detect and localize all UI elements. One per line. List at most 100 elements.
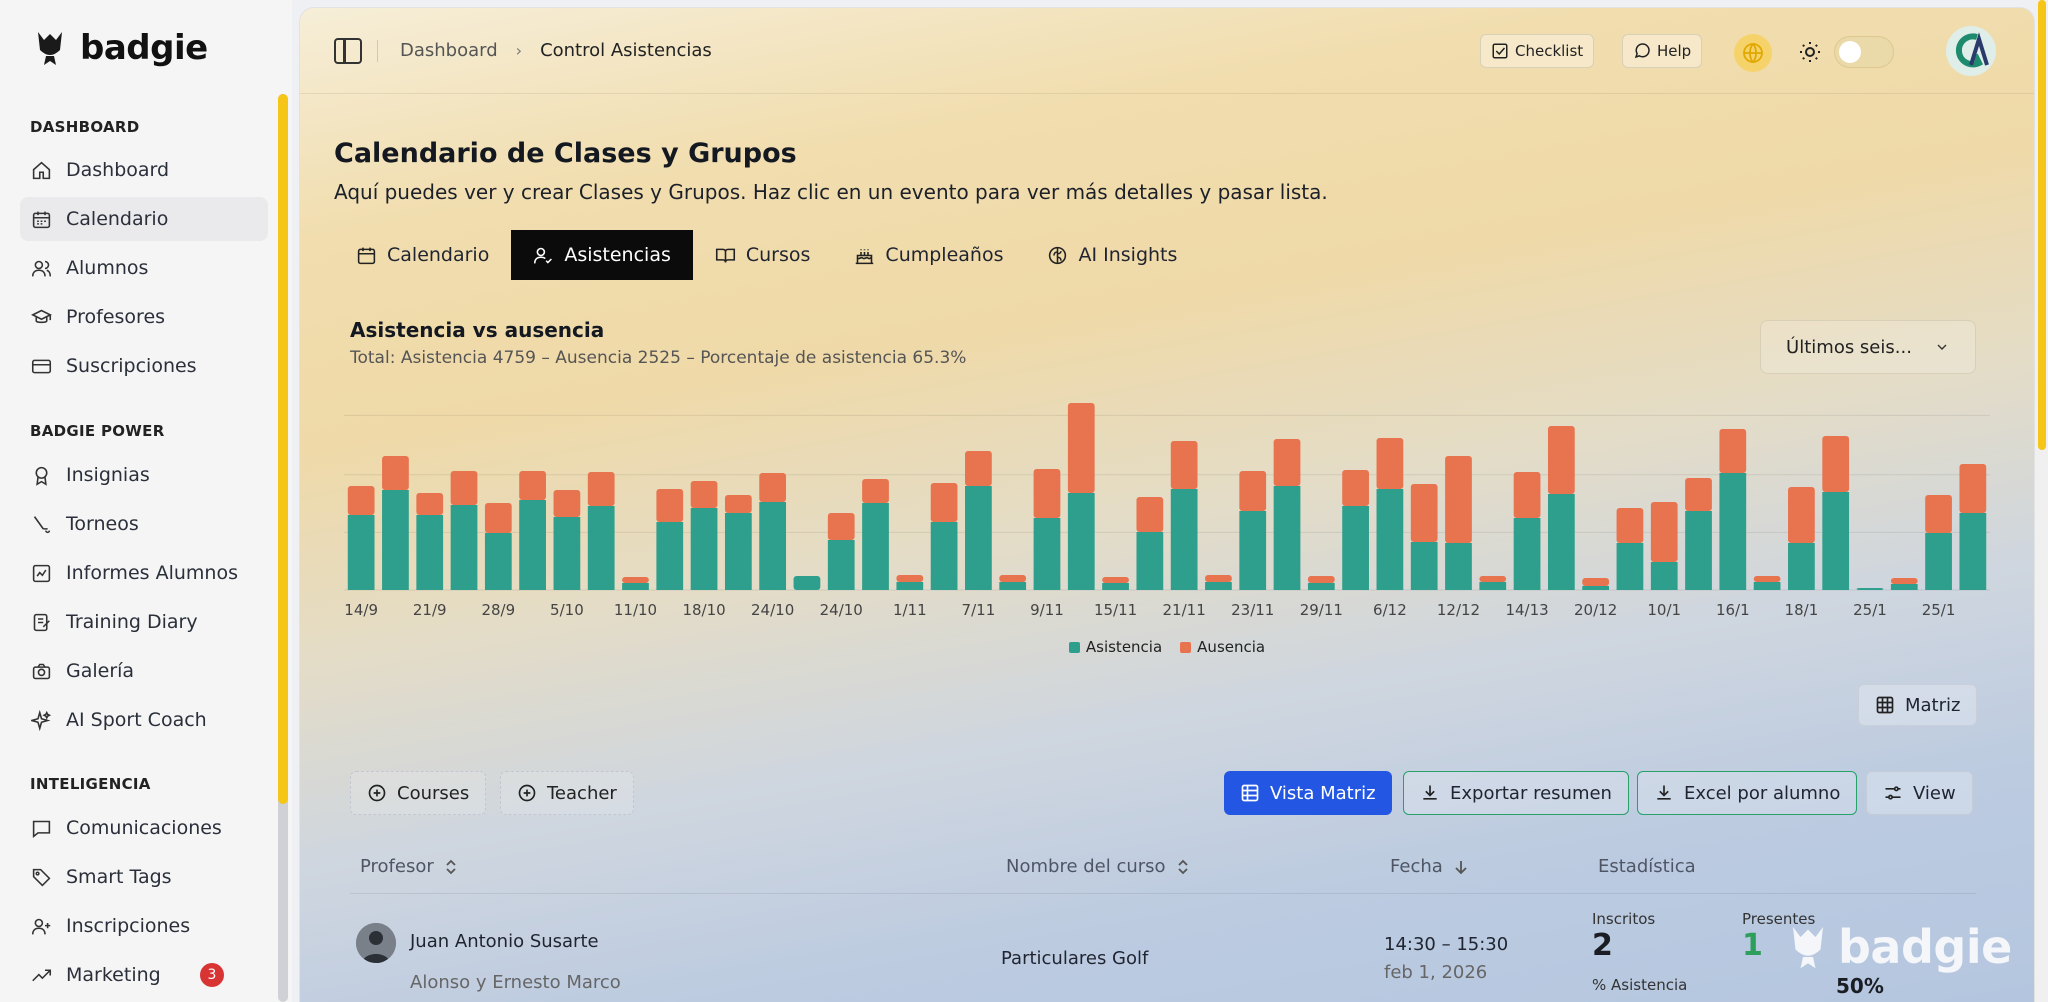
- column-header-curso[interactable]: Nombre del curso: [1006, 856, 1190, 877]
- bar-asistencia[interactable]: [1650, 562, 1678, 590]
- bar-asistencia[interactable]: [416, 515, 444, 590]
- bar-asistencia[interactable]: [1136, 532, 1164, 590]
- tab-calendario[interactable]: Calendario: [334, 230, 511, 280]
- bar-asistencia[interactable]: [1788, 543, 1815, 590]
- excel-por-alumno-button[interactable]: Excel por alumno: [1637, 771, 1858, 815]
- bar-asistencia[interactable]: [930, 522, 958, 590]
- range-select[interactable]: Últimos seis...: [1760, 320, 1976, 374]
- bar-asistencia[interactable]: [1685, 511, 1712, 590]
- bar-ausencia[interactable]: [1342, 470, 1369, 506]
- bar-asistencia[interactable]: [965, 486, 992, 590]
- bar-asistencia[interactable]: [484, 533, 512, 590]
- bar-ausencia[interactable]: [999, 575, 1027, 582]
- bar-ausencia[interactable]: [1582, 578, 1610, 586]
- bar-ausencia[interactable]: [1136, 497, 1164, 532]
- sidebar-scrollbar[interactable]: [278, 94, 288, 1002]
- sidebar-item-informes-alumnos[interactable]: Informes Alumnos: [20, 551, 268, 595]
- sidebar-item-profesores[interactable]: Profesores: [20, 295, 268, 339]
- column-header-fecha[interactable]: Fecha: [1390, 856, 1469, 877]
- bar-asistencia[interactable]: [1582, 586, 1610, 590]
- bar-asistencia[interactable]: [1547, 494, 1575, 590]
- sun-icon[interactable]: [1796, 38, 1824, 66]
- scrollbar-thumb[interactable]: [2038, 0, 2046, 450]
- bar-ausencia[interactable]: [1102, 577, 1129, 583]
- legend-item-ausencia[interactable]: Ausencia: [1180, 638, 1265, 656]
- bar-ausencia[interactable]: [759, 473, 787, 502]
- checklist-button[interactable]: Checklist: [1480, 34, 1595, 68]
- bar-asistencia[interactable]: [862, 503, 889, 590]
- bar-asistencia[interactable]: [1342, 506, 1369, 590]
- bar-asistencia[interactable]: [382, 490, 409, 590]
- bar-asistencia[interactable]: [450, 505, 478, 590]
- help-button[interactable]: Help: [1622, 34, 1703, 68]
- legend-item-asistencia[interactable]: Asistencia: [1068, 638, 1162, 656]
- matriz-button[interactable]: Matriz: [1858, 684, 1978, 726]
- bar-ausencia[interactable]: [1685, 478, 1712, 511]
- bar-asistencia[interactable]: [1273, 486, 1301, 590]
- sidebar-item-dashboard[interactable]: Dashboard: [20, 148, 268, 192]
- bar-ausencia[interactable]: [1170, 441, 1198, 489]
- bar-asistencia[interactable]: [1890, 584, 1918, 590]
- bar-asistencia[interactable]: [1376, 489, 1404, 590]
- tab-ai-insights[interactable]: AI Insights: [1025, 230, 1199, 280]
- vista-matriz-button[interactable]: Vista Matriz: [1224, 771, 1392, 815]
- bar-asistencia[interactable]: [1719, 473, 1747, 590]
- bar-ausencia[interactable]: [1890, 578, 1918, 584]
- bar-ausencia[interactable]: [587, 472, 615, 506]
- bar-ausencia[interactable]: [1547, 426, 1575, 494]
- sidebar-item-torneos[interactable]: Torneos: [20, 502, 268, 546]
- bar-ausencia[interactable]: [622, 577, 649, 583]
- bar-ausencia[interactable]: [1753, 576, 1781, 582]
- sidebar-item-smart-tags[interactable]: Smart Tags: [20, 855, 268, 899]
- bar-ausencia[interactable]: [1239, 471, 1267, 511]
- sidebar-item-training-diary[interactable]: Training Diary: [20, 600, 268, 644]
- sidebar-item-calendario[interactable]: Calendario: [20, 197, 268, 241]
- bar-asistencia[interactable]: [1033, 518, 1061, 590]
- bar-ausencia[interactable]: [896, 575, 924, 582]
- bar-asistencia[interactable]: [656, 522, 684, 590]
- bar-asistencia[interactable]: [690, 508, 718, 590]
- bar-asistencia[interactable]: [1616, 543, 1644, 590]
- bar-asistencia[interactable]: [1445, 543, 1472, 590]
- bar-asistencia[interactable]: [347, 515, 375, 590]
- language-globe-icon[interactable]: [1734, 34, 1772, 72]
- bar-asistencia[interactable]: [1925, 533, 1952, 590]
- scrollbar-thumb[interactable]: [278, 94, 288, 804]
- user-avatar[interactable]: [1946, 26, 1996, 76]
- bar-asistencia[interactable]: [519, 500, 546, 590]
- bar-ausencia[interactable]: [930, 483, 958, 522]
- bar-asistencia[interactable]: [827, 540, 855, 590]
- sidebar-item-ai-sport-coach[interactable]: AI Sport Coach: [20, 698, 268, 742]
- courses-filter-button[interactable]: Courses: [350, 771, 487, 815]
- bar-ausencia[interactable]: [1959, 464, 1987, 513]
- bar-ausencia[interactable]: [382, 456, 409, 490]
- theme-toggle[interactable]: [1834, 36, 1894, 68]
- bar-ausencia[interactable]: [1445, 456, 1472, 543]
- tab-asistencias[interactable]: Asistencias: [511, 230, 693, 280]
- teacher-filter-button[interactable]: Teacher: [500, 771, 634, 815]
- column-header-profesor[interactable]: Profesor: [360, 856, 458, 877]
- page-scrollbar[interactable]: [2036, 0, 2048, 1002]
- bar-asistencia[interactable]: [1856, 588, 1884, 590]
- bar-ausencia[interactable]: [965, 451, 992, 486]
- view-options-button[interactable]: View: [1866, 771, 1973, 815]
- bar-ausencia[interactable]: [553, 490, 581, 517]
- sidebar-item-inscripciones[interactable]: Inscripciones: [20, 904, 268, 948]
- bar-ausencia[interactable]: [1307, 576, 1335, 583]
- sidebar-item-suscripciones[interactable]: Suscripciones: [20, 344, 268, 388]
- bar-ausencia[interactable]: [416, 493, 444, 515]
- bar-ausencia[interactable]: [1479, 576, 1507, 582]
- bar-ausencia[interactable]: [724, 495, 752, 513]
- bar-ausencia[interactable]: [1513, 472, 1541, 518]
- bar-asistencia[interactable]: [1205, 582, 1232, 590]
- sidebar-toggle-icon[interactable]: [334, 38, 362, 64]
- bar-ausencia[interactable]: [1616, 508, 1644, 543]
- bar-ausencia[interactable]: [519, 471, 546, 500]
- breadcrumb-dashboard[interactable]: Dashboard: [400, 40, 498, 61]
- bar-ausencia[interactable]: [1033, 469, 1061, 518]
- bar-asistencia[interactable]: [1239, 511, 1267, 590]
- sidebar-item-comunicaciones[interactable]: Comunicaciones: [20, 806, 268, 850]
- sidebar-item-galeria[interactable]: Galería: [20, 649, 268, 693]
- bar-asistencia[interactable]: [1170, 489, 1198, 590]
- bar-asistencia[interactable]: [587, 506, 615, 590]
